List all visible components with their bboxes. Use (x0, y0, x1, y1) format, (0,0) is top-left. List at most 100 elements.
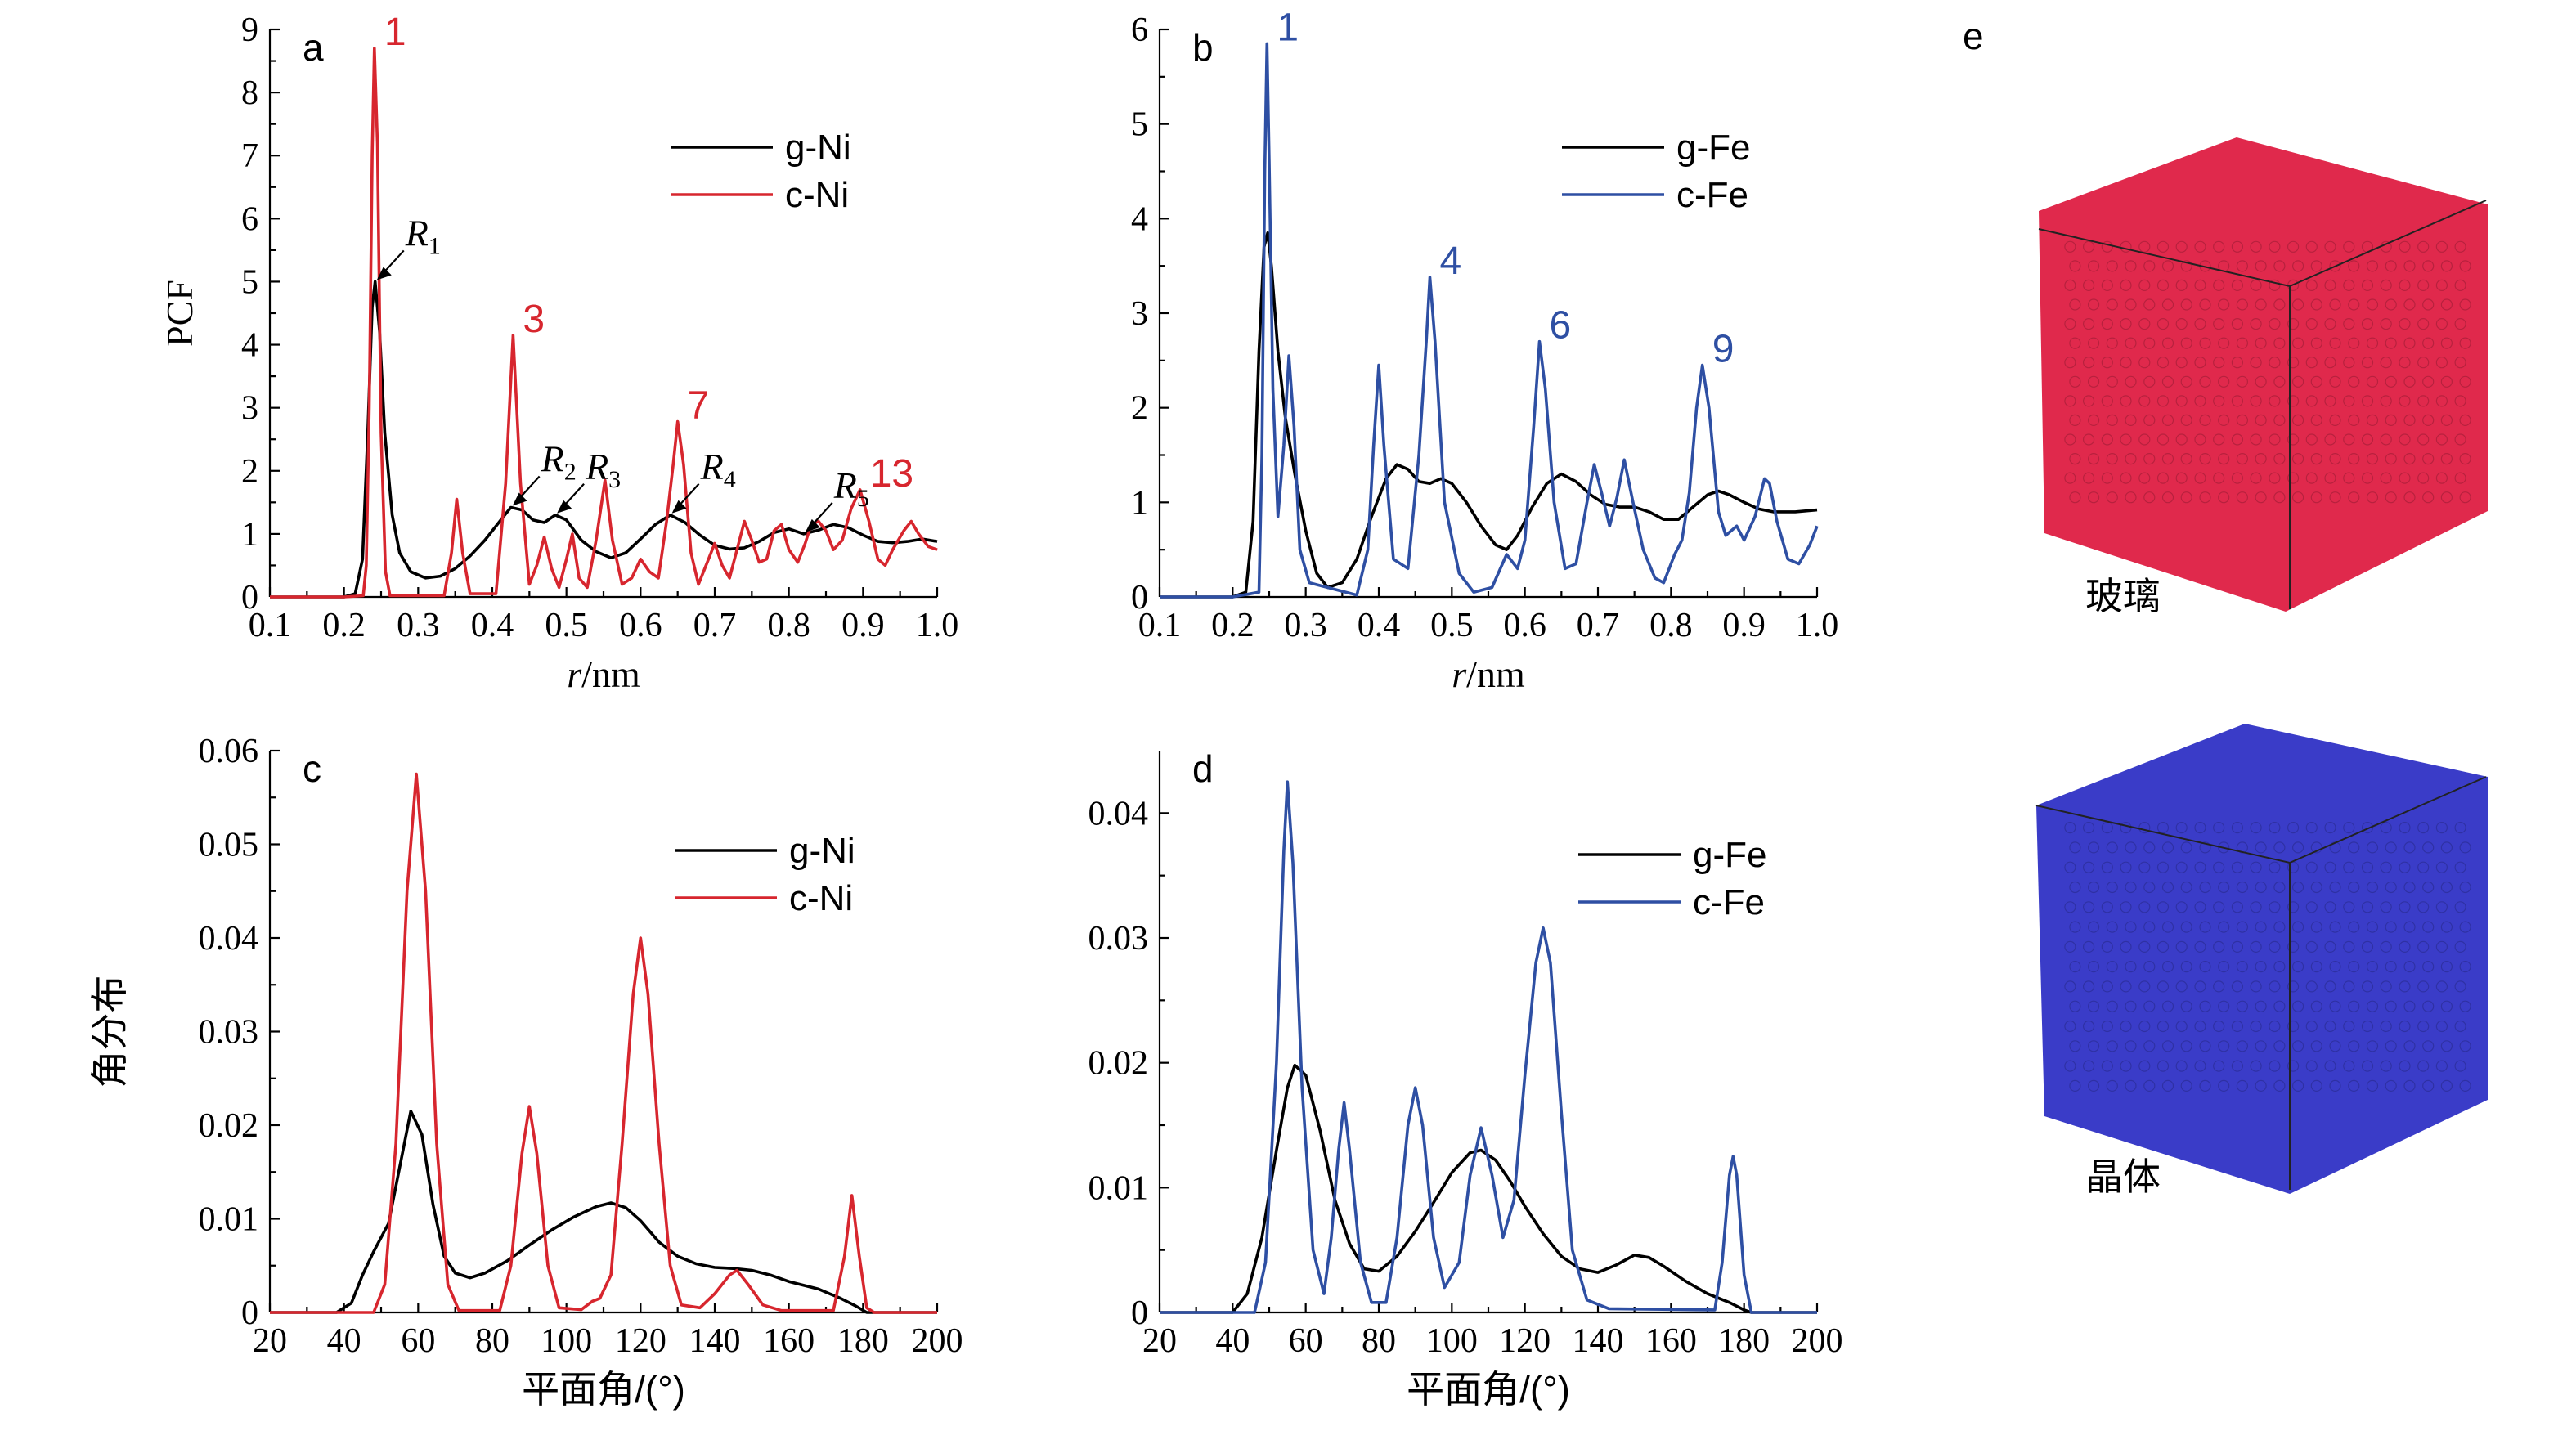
atom-dot (2310, 298, 2322, 311)
atom-dot (2156, 861, 2170, 873)
crystal-atom-pattern (2064, 821, 2471, 1092)
atom-dot (2435, 980, 2448, 993)
atom-dot (2064, 980, 2076, 993)
atom-dot (2454, 901, 2466, 913)
atom-dot (2403, 298, 2416, 311)
atom-dot (2250, 357, 2262, 369)
atom-dot (2236, 881, 2248, 894)
atom-dot (2194, 472, 2206, 484)
atom-dot (2088, 881, 2100, 894)
atom-dot (2459, 414, 2471, 427)
atom-dot (2175, 357, 2188, 369)
atom-dot (2329, 881, 2341, 894)
atom-dot (2083, 433, 2095, 446)
x-tick-label: 140 (689, 1322, 741, 1360)
atom-dot (2180, 921, 2192, 933)
r-marker-sub: 4 (724, 466, 736, 493)
atom-dot (2250, 395, 2262, 407)
atom-dot (2101, 472, 2113, 484)
crystal-cube-edge-top (2289, 776, 2487, 864)
atom-dot (2440, 1040, 2453, 1052)
atom-dot (2305, 1060, 2318, 1072)
x-tick-label: 0.5 (545, 607, 588, 644)
atom-dot (2083, 861, 2095, 873)
atom-dot (2273, 921, 2286, 933)
atom-dot (2143, 1040, 2156, 1052)
atom-dot (2343, 395, 2355, 407)
atom-dot (2088, 452, 2100, 465)
atom-dot (2064, 940, 2076, 953)
peak-label: 7 (688, 384, 710, 428)
atom-dot (2440, 298, 2453, 311)
atom-dot (2255, 414, 2267, 427)
atom-dot (2236, 1079, 2248, 1092)
atom-dot (2218, 375, 2230, 388)
atom-dot (2459, 1000, 2471, 1012)
atom-dot (2380, 980, 2392, 993)
atom-dot (2231, 940, 2243, 953)
atom-dot (2194, 940, 2206, 953)
atom-dot (2101, 980, 2113, 993)
atom-dot (2250, 901, 2262, 913)
crystal-cube-fill (2036, 724, 2488, 1194)
x-tick-label: 0.3 (397, 607, 440, 644)
atom-dot (2218, 960, 2230, 973)
x-axis-label-unit: /nm (581, 653, 640, 695)
atom-dot (2101, 433, 2113, 446)
x-tick-label: 0.4 (1358, 607, 1401, 644)
chart-panel-c: 20 40 60 80 100 120 140 160 180 200 0 0.01 0.02 0.03 0… (88, 733, 963, 1411)
atom-dot (2324, 980, 2336, 993)
atom-dot (2156, 472, 2170, 484)
y-tick-label: 0.03 (1088, 920, 1149, 958)
atom-dot (2106, 1040, 2118, 1052)
y-tick-label: 0 (241, 1294, 258, 1332)
atom-dot (2440, 337, 2453, 349)
atom-dot (2106, 881, 2118, 894)
atom-dot (2213, 980, 2225, 993)
x-tick-label: 160 (1645, 1322, 1697, 1360)
atom-dot (2422, 414, 2435, 427)
atom-dot (2125, 414, 2137, 427)
x-tick-label: 140 (1573, 1322, 1624, 1360)
y-tick-label: 4 (1131, 200, 1148, 238)
atom-dot (2399, 1020, 2411, 1033)
y-tick-label: 0 (1131, 579, 1148, 617)
atom-dot (2305, 901, 2318, 913)
atom-dot (2287, 240, 2300, 253)
atom-dot (2120, 1020, 2132, 1033)
atom-dot (2120, 821, 2132, 834)
atom-dot (2064, 821, 2076, 834)
atom-dot (2440, 452, 2453, 465)
atom-dot (2194, 318, 2206, 330)
legend-label-c-Ni: c-Ni (785, 175, 849, 215)
y-tick-label: 6 (241, 200, 258, 238)
atom-dot (2180, 414, 2192, 427)
atom-dot (2231, 395, 2243, 407)
atom-dot (2273, 298, 2286, 311)
atom-dot (2199, 1040, 2211, 1052)
crystal-cube (2035, 724, 2488, 1194)
y-tick-label: 0 (1131, 1294, 1148, 1332)
x-tick-label: 0.7 (1577, 607, 1620, 644)
atom-dot (2175, 940, 2188, 953)
atom-dot (2064, 357, 2076, 369)
atom-dot (2343, 279, 2355, 291)
atom-dot (2138, 1060, 2151, 1072)
atom-dot (2250, 861, 2262, 873)
atom-dot (2310, 260, 2322, 272)
y-tick-label: 3 (241, 390, 258, 428)
peak-label: 1 (1277, 6, 1299, 49)
atom-dot (2454, 357, 2466, 369)
atom-dot (2083, 821, 2095, 834)
atom-dot (2422, 375, 2435, 388)
legend-label-g-Ni: g-Ni (789, 831, 855, 871)
atom-dot (2250, 980, 2262, 993)
atom-dot (2255, 452, 2267, 465)
atom-dot (2143, 260, 2156, 272)
atom-dot (2403, 1079, 2416, 1092)
atom-dot (2083, 240, 2095, 253)
atom-dot (2422, 1000, 2435, 1012)
atom-dot (2120, 318, 2132, 330)
atom-dot (2403, 452, 2416, 465)
atom-dot (2199, 452, 2211, 465)
